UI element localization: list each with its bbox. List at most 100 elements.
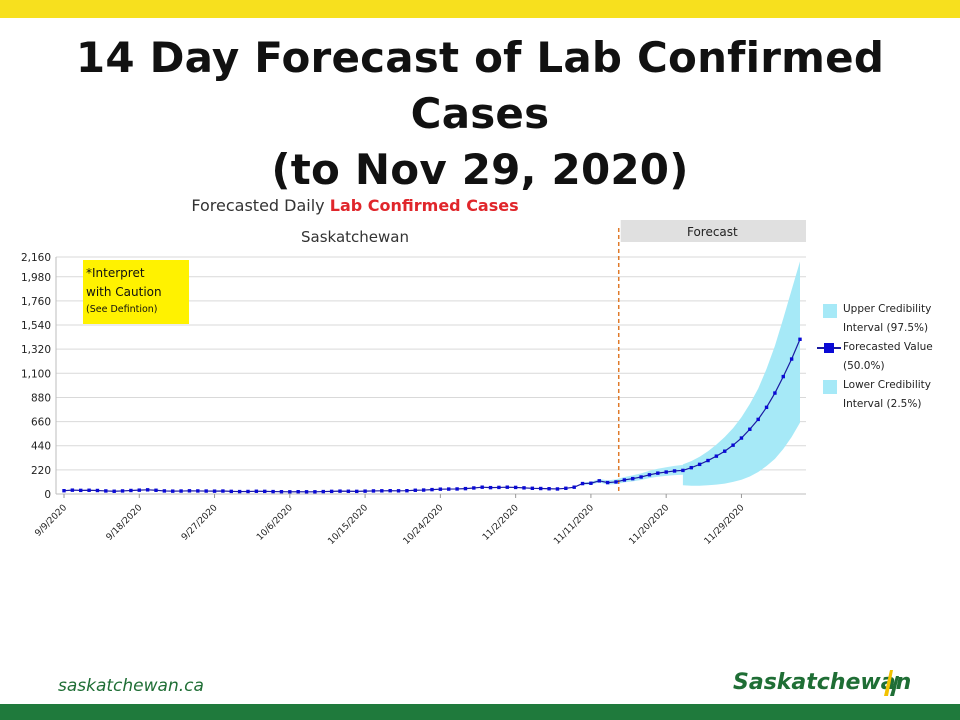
legend-forecast-label2: (50.0%) xyxy=(843,360,885,372)
data-point xyxy=(614,480,618,484)
legend-upper-label2: Interval (97.5%) xyxy=(843,322,929,334)
data-point xyxy=(62,489,66,493)
data-point xyxy=(748,427,752,431)
x-tick-label: 10/15/2020 xyxy=(326,503,370,547)
data-point xyxy=(79,488,83,493)
legend-upper-interval: Upper Credibility Interval (97.5%) xyxy=(817,300,957,338)
data-point xyxy=(681,468,685,473)
chart-subtitle: Saskatchewan xyxy=(301,228,409,246)
data-point xyxy=(622,478,627,482)
slide-title-line1: 14 Day Forecast of Lab Confirmed Cases xyxy=(75,33,885,138)
y-tick-label: 1,540 xyxy=(21,320,51,332)
data-point xyxy=(304,490,309,494)
data-point xyxy=(447,487,451,491)
caution-line3: (See Defintion) xyxy=(86,304,158,315)
y-tick-label: 1,980 xyxy=(21,272,51,284)
y-tick-label: 1,100 xyxy=(21,368,51,380)
data-point xyxy=(279,489,284,494)
chart-title: Forecasted Daily Lab Confirmed Cases xyxy=(150,196,560,215)
x-tick-label: 10/24/2020 xyxy=(402,503,446,547)
data-point xyxy=(672,469,677,473)
data-point xyxy=(764,405,769,410)
data-point xyxy=(380,489,384,493)
data-point xyxy=(338,489,342,493)
data-point xyxy=(246,489,250,494)
x-tick-label: 11/2/2020 xyxy=(481,503,521,543)
y-tick-label: 440 xyxy=(31,441,51,453)
chart-legend: Upper Credibility Interval (97.5%) Forec… xyxy=(817,300,957,414)
legend-lower-label1: Lower Credibility xyxy=(843,379,931,391)
data-point xyxy=(789,357,794,361)
data-point xyxy=(455,487,459,491)
data-point xyxy=(355,489,359,494)
y-tick-label: 880 xyxy=(31,392,51,404)
data-point xyxy=(430,487,434,492)
data-point xyxy=(664,470,668,474)
data-point xyxy=(756,417,760,422)
data-point xyxy=(555,487,560,491)
y-tick-label: 1,320 xyxy=(21,344,51,356)
data-point xyxy=(781,374,785,379)
legend-forecast-value: Forecasted Value (50.0%) xyxy=(817,338,957,376)
data-point xyxy=(589,481,593,485)
x-tick-label: 10/6/2020 xyxy=(255,503,295,543)
data-point xyxy=(179,489,183,493)
legend-lower-label2: Interval (2.5%) xyxy=(843,398,922,410)
data-point xyxy=(421,488,426,492)
data-point xyxy=(120,489,125,493)
data-point xyxy=(254,489,259,493)
caution-line1: *Interpret xyxy=(86,266,145,280)
data-point xyxy=(697,462,702,467)
y-tick-label: 0 xyxy=(44,489,51,501)
y-tick-label: 660 xyxy=(31,417,51,429)
legend-lower-swatch xyxy=(823,380,837,394)
data-point xyxy=(363,489,367,493)
data-point xyxy=(87,488,91,492)
footer-website: saskatchewan.ca xyxy=(58,676,204,696)
data-point xyxy=(505,485,509,489)
data-point xyxy=(187,489,192,493)
x-tick-label: 9/27/2020 xyxy=(180,503,220,543)
legend-upper-label1: Upper Credibility xyxy=(843,303,932,315)
data-point xyxy=(104,489,108,493)
data-point xyxy=(263,489,267,494)
chart-title-highlight: Lab Confirmed Cases xyxy=(329,196,519,215)
data-point xyxy=(773,391,777,395)
data-point xyxy=(221,489,225,493)
data-point xyxy=(564,486,568,490)
data-point xyxy=(321,489,325,494)
data-point xyxy=(647,473,652,477)
data-point xyxy=(112,489,116,493)
legend-upper-swatch xyxy=(823,304,837,318)
data-point xyxy=(472,486,476,490)
x-tick-label: 11/29/2020 xyxy=(703,503,747,547)
slide-title-line2: (to Nov 29, 2020) xyxy=(271,145,689,194)
data-point xyxy=(371,489,376,493)
data-point xyxy=(539,486,543,491)
data-point xyxy=(723,449,727,453)
data-point xyxy=(145,488,150,492)
y-tick-label: 220 xyxy=(31,465,51,477)
data-point xyxy=(572,485,576,489)
data-point xyxy=(513,485,518,490)
data-point xyxy=(798,337,802,341)
caution-line2: with Caution xyxy=(86,285,162,299)
footer-brand-wordmark: Saskatchewan xyxy=(733,670,912,695)
legend-forecast-label1: Forecasted Value xyxy=(843,341,933,353)
data-point xyxy=(204,489,208,493)
data-point xyxy=(522,486,526,490)
data-point xyxy=(162,489,167,493)
x-tick-label: 9/9/2020 xyxy=(33,503,69,539)
data-point xyxy=(413,488,417,492)
credibility-band-lead xyxy=(582,464,683,485)
credibility-band xyxy=(682,261,800,486)
data-point xyxy=(296,489,300,494)
data-point xyxy=(212,489,217,493)
y-tick-label: 1,760 xyxy=(21,296,51,308)
data-point xyxy=(605,480,610,485)
bottom-accent-bar xyxy=(0,704,960,720)
data-point xyxy=(196,489,200,493)
data-point xyxy=(731,443,735,447)
data-point xyxy=(313,490,317,494)
